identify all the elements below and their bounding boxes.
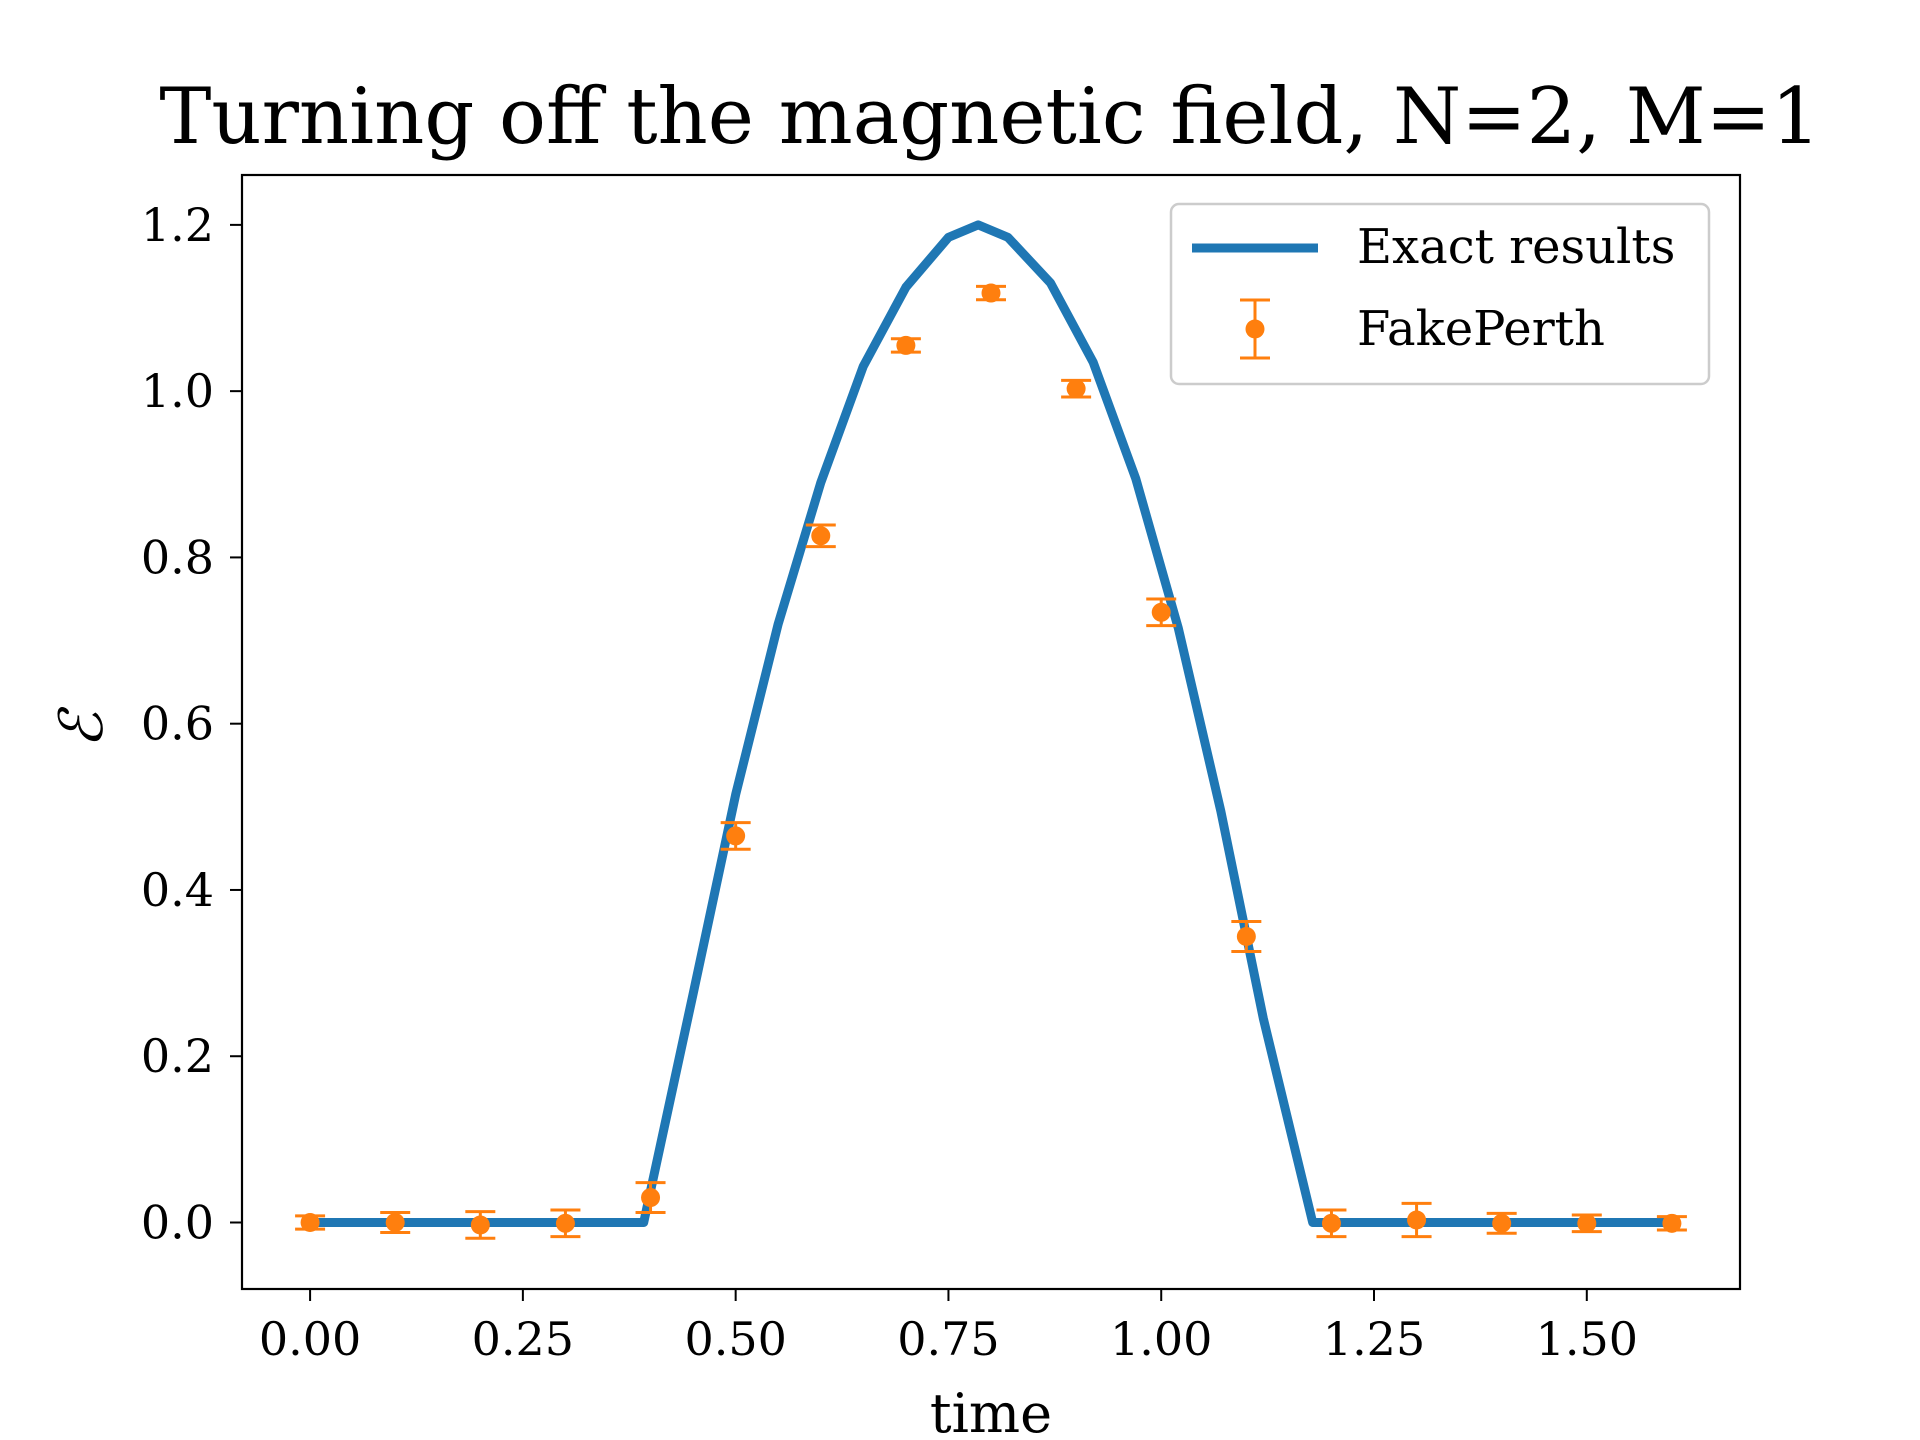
y-tick-label: 0.8	[141, 530, 214, 584]
x-tick-label: 1.25	[1323, 1312, 1425, 1366]
errorbar-point	[805, 523, 836, 549]
legend-label-fakeperth: FakePerth	[1357, 301, 1605, 357]
errorbar-point	[1486, 1211, 1517, 1235]
errorbar-point	[890, 335, 921, 355]
plot-area	[295, 220, 1687, 1240]
y-tick-label: 0.6	[141, 697, 214, 751]
data-point	[811, 526, 831, 546]
errorbar-point	[1401, 1201, 1432, 1239]
legend-label-exact: Exact results	[1357, 219, 1675, 275]
errorbar-point	[1231, 920, 1262, 953]
data-point	[1492, 1213, 1512, 1233]
errorbar-point	[1146, 597, 1177, 628]
y-tick-label: 1.2	[141, 198, 214, 252]
series-line-exact-results	[310, 220, 1672, 1227]
y-tick-label: 0.2	[141, 1029, 214, 1083]
data-point	[470, 1215, 490, 1235]
errorbar-point	[1656, 1213, 1687, 1233]
errorbar-point	[1316, 1208, 1347, 1239]
y-axis-label: ℰ	[47, 706, 117, 748]
data-point	[300, 1212, 320, 1232]
data-point	[981, 283, 1001, 303]
errorbar-point	[720, 821, 751, 851]
x-tick-label: 0.75	[897, 1312, 999, 1366]
data-point	[1151, 602, 1171, 622]
x-tick-label: 0.00	[259, 1312, 361, 1366]
errorbar-point	[1061, 378, 1092, 399]
data-point	[896, 335, 916, 355]
y-axis: 0.0 0.2 0.4 0.6 0.8 1.0 1.2	[141, 198, 242, 1249]
errorbar-point	[380, 1211, 411, 1234]
data-point	[1321, 1213, 1341, 1233]
data-point	[1577, 1213, 1597, 1233]
data-point	[1662, 1213, 1682, 1233]
x-tick-label: 1.00	[1110, 1312, 1212, 1366]
x-axis-label: time	[930, 1382, 1052, 1440]
errorbar-point	[295, 1212, 326, 1232]
legend: Exact results FakePerth	[1169, 202, 1711, 386]
x-tick-label: 0.50	[684, 1312, 786, 1366]
data-point	[726, 826, 746, 846]
y-tick-label: 0.0	[141, 1195, 214, 1249]
legend-errorbar-icon	[1240, 298, 1270, 360]
x-tick-label: 1.50	[1536, 1312, 1638, 1366]
axes: 0.00 0.25 0.50 0.75 1.00 1.25 1.50 0.00.20.40.…	[141, 173, 1742, 1366]
plot-frame	[240, 173, 1742, 1291]
errorbar-point	[550, 1208, 581, 1239]
data-point	[555, 1213, 575, 1233]
x-tick-label: 0.25	[472, 1312, 574, 1366]
y-tick-label: 0.4	[141, 863, 214, 917]
x-axis: 0.00 0.25 0.50 0.75 1.00 1.25 1.50	[259, 1289, 1638, 1366]
errorbar-point	[635, 1181, 666, 1215]
data-point	[641, 1188, 661, 1208]
data-point	[1407, 1210, 1427, 1230]
errorbar-point	[465, 1210, 496, 1240]
data-point	[385, 1212, 405, 1232]
data-point	[1236, 927, 1256, 947]
data-point	[1066, 379, 1086, 399]
chart-title: Turning off the magnetic field, N=2, M=1	[159, 72, 1820, 162]
y-tick-label: 1.0	[141, 364, 214, 418]
errorbar-point	[1571, 1213, 1602, 1234]
errorbar-point	[976, 283, 1006, 303]
